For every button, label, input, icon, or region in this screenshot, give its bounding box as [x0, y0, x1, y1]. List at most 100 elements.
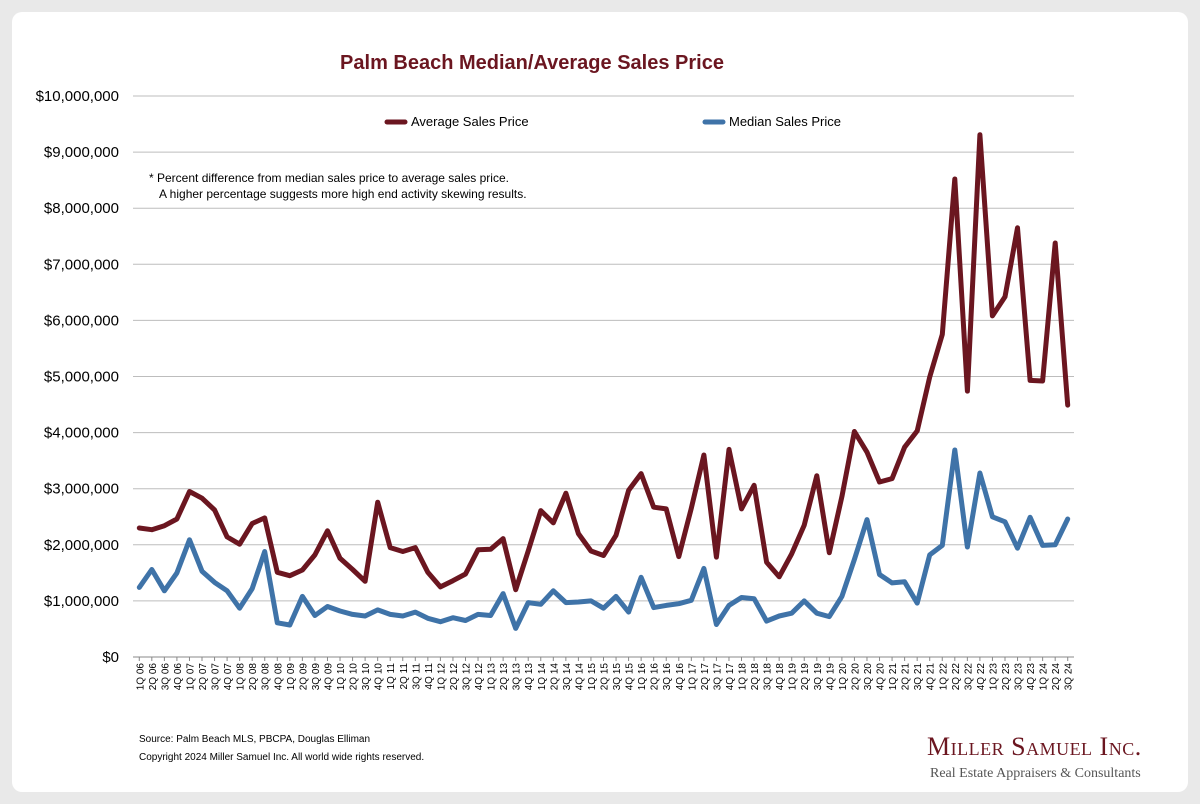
x-tick-label: 1Q 07: [185, 663, 196, 691]
x-tick-label: 3Q 23: [1014, 663, 1025, 691]
x-tick-label: 2Q 08: [248, 663, 259, 691]
x-tick-label: 4Q 08: [273, 663, 284, 691]
x-tick-label: 3Q 18: [763, 663, 774, 691]
x-tick-label: 2Q 07: [198, 663, 209, 691]
gridlines: [133, 95, 1074, 658]
x-tick-label: 2Q 21: [901, 663, 912, 691]
x-tick-label: 1Q 14: [537, 663, 548, 691]
x-tick-label: 1Q 15: [587, 663, 598, 691]
source-note: Source: Palm Beach MLS, PBCPA, Douglas E…: [139, 734, 371, 745]
x-tick-label: 4Q 06: [173, 663, 184, 691]
x-tick-label: 4Q 15: [625, 663, 636, 691]
x-tick-label: 3Q 10: [361, 663, 372, 691]
x-tick-label: 1Q 10: [336, 663, 347, 691]
x-tick-label: 3Q 19: [813, 663, 824, 691]
series-line-average: [136, 132, 1071, 593]
x-tick-label: 2Q 18: [750, 663, 761, 691]
x-tick-label: 1Q 12: [436, 663, 447, 691]
x-tick-label: 3Q 22: [963, 663, 974, 691]
legend: Average Sales Price Median Sales Price: [384, 114, 841, 129]
x-tick-label: 2Q 09: [298, 663, 309, 691]
x-tick-label: 4Q 19: [825, 663, 836, 691]
y-axis-ticks: $0 $1,000,000 $2,000,000 $3,000,000 $4,000,0…: [36, 88, 119, 666]
y-tick-label: $3,000,000: [44, 481, 119, 498]
x-tick-label: 3Q 08: [261, 663, 272, 691]
x-tick-label: 3Q 24: [1064, 663, 1075, 691]
x-tick-label: 3Q 17: [712, 663, 723, 691]
x-tick-label: 1Q 18: [738, 663, 749, 691]
x-tick-label: 2Q 10: [349, 663, 360, 691]
x-tick-label: 3Q 12: [461, 663, 472, 691]
x-tick-label: 2Q 17: [700, 663, 711, 691]
x-tick-label: 2Q 11: [399, 663, 410, 690]
x-tick-label: 4Q 10: [374, 663, 385, 691]
company-logo-name: Miller Samuel Inc.: [927, 732, 1142, 761]
x-tick-label: 2Q 22: [951, 663, 962, 691]
x-tick-label: 2Q 12: [449, 663, 460, 691]
x-tick-label: 4Q 20: [876, 663, 887, 691]
x-tick-label: 1Q 20: [838, 663, 849, 691]
x-tick-label: 1Q 22: [938, 663, 949, 691]
y-tick-label: $10,000,000: [36, 88, 119, 105]
x-tick-label: 4Q 14: [574, 663, 585, 691]
x-tick-label: 1Q 16: [637, 663, 648, 691]
x-tick-label: 4Q 22: [976, 663, 987, 691]
chart-card: $0 $1,000,000 $2,000,000 $3,000,000 $4,000,0…: [12, 12, 1188, 792]
y-tick-label: $6,000,000: [44, 312, 119, 329]
chart-annotation: * Percent difference from median sales p…: [149, 170, 527, 202]
y-tick-label: $5,000,000: [44, 369, 119, 386]
x-tick-label: 4Q 23: [1026, 663, 1037, 691]
x-tick-label: 3Q 15: [612, 663, 623, 691]
x-tick-label: 4Q 09: [323, 663, 334, 691]
x-tick-label: 3Q 11: [411, 663, 422, 690]
x-tick-label: 3Q 09: [311, 663, 322, 691]
legend-label-median: Median Sales Price: [729, 114, 841, 129]
x-axis-ticks: 1Q 06 2Q 06 3Q 06 4Q 06 1Q 07 2Q 07 3Q 07 4Q 07…: [135, 657, 1075, 691]
x-tick-label: 2Q 19: [800, 663, 811, 691]
x-tick-label: 4Q 12: [474, 663, 485, 691]
y-tick-label: $0: [102, 649, 119, 666]
x-tick-label: 1Q 08: [236, 663, 247, 691]
chart-title: Palm Beach Median/Average Sales Price: [340, 52, 724, 74]
annotation-line-2: A higher percentage suggests more high e…: [159, 187, 527, 201]
x-tick-label: 3Q 16: [662, 663, 673, 691]
copyright-note: Copyright 2024 Miller Samuel Inc. All wo…: [139, 752, 425, 763]
x-tick-label: 3Q 14: [562, 663, 573, 691]
x-tick-label: 3Q 20: [863, 663, 874, 691]
x-tick-label: 4Q 17: [725, 663, 736, 691]
x-tick-label: 4Q 11: [424, 663, 435, 690]
x-tick-label: 1Q 17: [687, 663, 698, 691]
x-tick-label: 3Q 06: [160, 663, 171, 691]
company-logo-tagline: Real Estate Appraisers & Consultants: [930, 766, 1141, 781]
x-tick-label: 2Q 06: [148, 663, 159, 691]
x-tick-label: 1Q 24: [1039, 663, 1050, 691]
y-tick-label: $4,000,000: [44, 425, 119, 442]
y-tick-label: $1,000,000: [44, 593, 119, 610]
x-tick-label: 1Q 13: [487, 663, 498, 691]
x-tick-label: 3Q 07: [211, 663, 222, 691]
series-lines: [136, 132, 1071, 631]
x-tick-label: 1Q 06: [135, 663, 146, 691]
x-tick-label: 1Q 11: [386, 663, 397, 690]
x-tick-label: 4Q 13: [524, 663, 535, 691]
y-tick-label: $7,000,000: [44, 256, 119, 273]
y-tick-label: $8,000,000: [44, 200, 119, 217]
x-tick-label: 1Q 23: [988, 663, 999, 691]
legend-label-average: Average Sales Price: [411, 114, 529, 129]
x-tick-label: 4Q 18: [775, 663, 786, 691]
x-tick-label: 2Q 23: [1001, 663, 1012, 691]
x-tick-label: 1Q 09: [286, 663, 297, 691]
x-tick-label: 4Q 21: [926, 663, 937, 691]
x-tick-label: 4Q 07: [223, 663, 234, 691]
x-tick-label: 4Q 16: [675, 663, 686, 691]
series-line-median: [136, 447, 1071, 631]
x-tick-label: 2Q 15: [600, 663, 611, 691]
y-tick-label: $2,000,000: [44, 537, 119, 554]
x-tick-label: 2Q 16: [650, 663, 661, 691]
annotation-line-1: * Percent difference from median sales p…: [149, 171, 509, 185]
x-tick-label: 1Q 19: [788, 663, 799, 691]
x-tick-label: 1Q 21: [888, 663, 899, 691]
x-tick-label: 2Q 13: [499, 663, 510, 691]
line-chart: $0 $1,000,000 $2,000,000 $3,000,000 $4,000,0…: [36, 88, 1075, 691]
x-tick-label: 3Q 21: [913, 663, 924, 691]
